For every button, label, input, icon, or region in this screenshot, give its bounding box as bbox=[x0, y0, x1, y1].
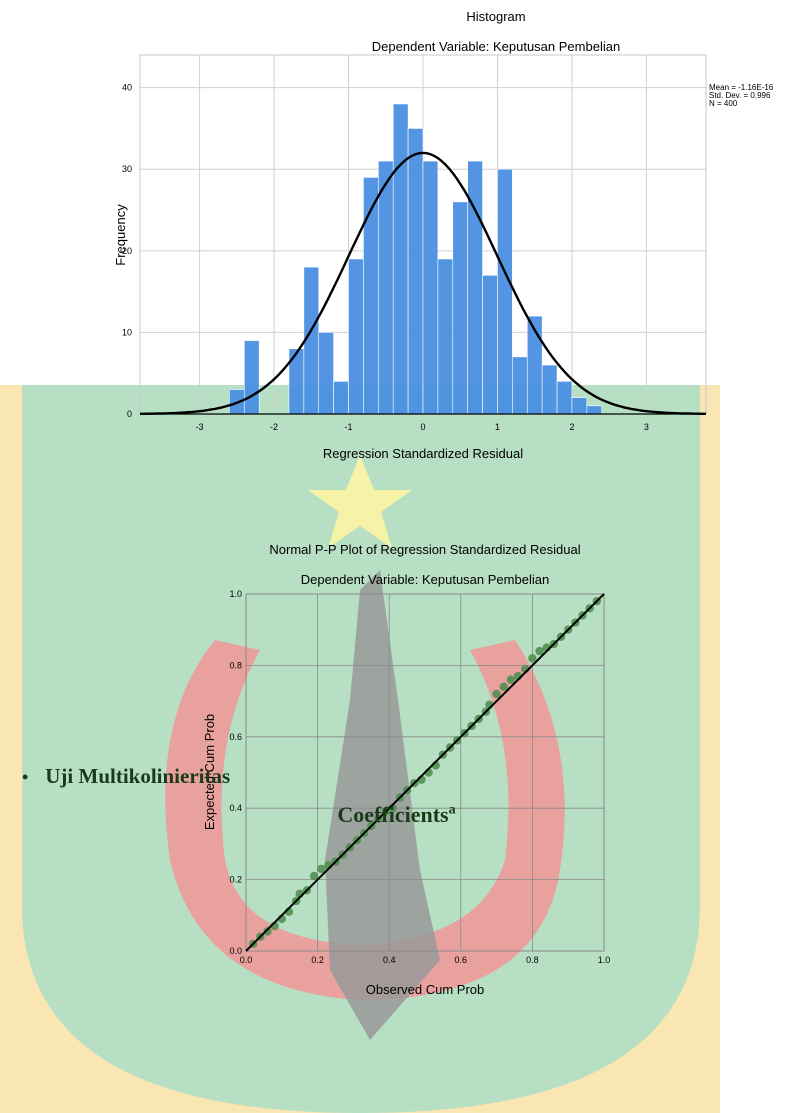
hist-bar bbox=[541, 364, 558, 415]
pp-y-tick-label: 0.4 bbox=[229, 803, 242, 813]
hist-y-axis-label: Frequency bbox=[113, 204, 128, 266]
table-title-text: Coefficients bbox=[337, 802, 449, 827]
pp-y-tick-label: 0.8 bbox=[229, 660, 242, 670]
hist-x-tick-label: 3 bbox=[644, 422, 649, 432]
hist-normal-curve bbox=[140, 151, 706, 415]
hist-x-tick-label: -1 bbox=[345, 422, 353, 432]
pp-data-point bbox=[535, 646, 544, 656]
hist-x-axis-label: Regression Standardized Residual bbox=[323, 446, 523, 461]
pp-x-tick-label: 1.0 bbox=[598, 955, 611, 965]
table-title-superscript: a bbox=[448, 802, 456, 818]
hist-x-tick-label: -2 bbox=[270, 422, 278, 432]
pp-data-point bbox=[506, 675, 516, 684]
hist-y-tick-label: 0 bbox=[127, 409, 132, 419]
hist-bar bbox=[333, 381, 349, 415]
pp-y-axis-label: Expected Cum Prob bbox=[202, 714, 217, 830]
pp-y-tick-label: 1.0 bbox=[229, 589, 242, 599]
table-title: Coefficientsa bbox=[0, 802, 793, 828]
hist-bar bbox=[556, 381, 573, 415]
pp-x-axis-label: Observed Cum Prob bbox=[366, 982, 485, 997]
hist-x-tick-label: 0 bbox=[420, 422, 425, 432]
pp-reference-line bbox=[245, 593, 605, 952]
pp-y-tick-label: 0.6 bbox=[229, 732, 242, 742]
hist-y-tick-label: 20 bbox=[122, 246, 132, 256]
hist-x-tick-label: -3 bbox=[196, 422, 204, 432]
hist-bar bbox=[482, 274, 498, 415]
hist-bar bbox=[348, 258, 364, 415]
section-heading-text: Uji Multikolinieritas bbox=[45, 764, 231, 788]
hist-bar bbox=[363, 177, 379, 415]
hist-bar bbox=[452, 201, 468, 415]
hist-bar bbox=[437, 258, 454, 415]
hist-subtitle: Dependent Variable: Keputusan Pembelian bbox=[372, 39, 620, 54]
pp-data-point bbox=[263, 927, 272, 936]
watermark-arc bbox=[165, 640, 565, 1000]
hist-y-tick-label: 30 bbox=[122, 164, 132, 174]
pp-y-tick-label: 0.0 bbox=[229, 946, 242, 956]
charts-canvas: Histogram Dependent Variable: Keputusan P… bbox=[113, 9, 774, 997]
hist-bar bbox=[378, 160, 394, 415]
pp-data-point bbox=[499, 682, 508, 692]
watermark-star bbox=[308, 455, 412, 548]
bullet: • bbox=[22, 767, 29, 787]
hist-y-tick-label: 40 bbox=[122, 83, 132, 93]
watermark-monument bbox=[325, 570, 440, 1040]
hist-bar bbox=[407, 128, 424, 415]
section-heading: • Uji Multikolinieritas bbox=[22, 764, 230, 789]
hist-bar bbox=[392, 103, 409, 415]
pp-subtitle: Dependent Variable: Keputusan Pembelian bbox=[301, 572, 549, 587]
hist-title: Histogram bbox=[466, 9, 525, 24]
pp-x-tick-label: 0.8 bbox=[526, 955, 539, 965]
hist-bar bbox=[422, 160, 439, 415]
pp-x-tick-label: 0.4 bbox=[383, 955, 396, 965]
hist-stat-line: N = 400 bbox=[709, 99, 738, 108]
hist-x-tick-label: 1 bbox=[495, 422, 500, 432]
hist-bar bbox=[243, 340, 260, 415]
pp-title: Normal P-P Plot of Regression Standardiz… bbox=[269, 542, 580, 557]
pp-data-point bbox=[316, 864, 326, 874]
hist-bar bbox=[512, 356, 528, 415]
pp-data-point bbox=[309, 871, 319, 881]
hist-x-tick-label: 2 bbox=[569, 422, 574, 432]
hist-bar bbox=[318, 332, 334, 415]
hist-bar bbox=[571, 397, 588, 415]
hist-stat-line: Mean = -1.16E-16 bbox=[709, 83, 774, 92]
pp-x-tick-label: 0.0 bbox=[240, 955, 253, 965]
pp-data-point bbox=[492, 689, 501, 699]
hist-y-tick-label: 10 bbox=[122, 327, 132, 337]
pp-x-tick-label: 0.2 bbox=[311, 955, 324, 965]
hist-stat-line: Std. Dev. = 0.996 bbox=[709, 91, 771, 100]
pp-data-point bbox=[528, 654, 537, 663]
pp-y-tick-label: 0.2 bbox=[229, 875, 242, 885]
hist-bar bbox=[586, 405, 603, 415]
pp-x-tick-label: 0.6 bbox=[455, 955, 468, 965]
hist-bar bbox=[497, 168, 513, 415]
